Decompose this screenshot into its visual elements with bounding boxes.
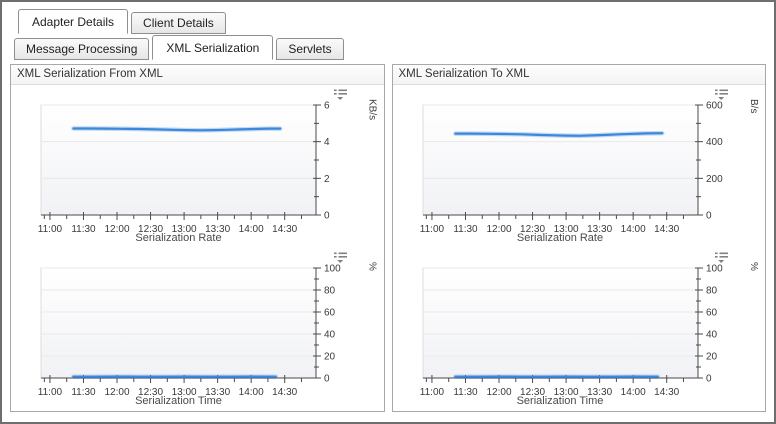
y-axis-label: % [366, 262, 378, 271]
svg-text:14:30: 14:30 [272, 224, 297, 235]
chart-canvas: 0 2 4 6 11:00 11:30 12:00 12:30 13:00 13:30 14:00 1… [38, 101, 330, 236]
svg-text:12:30: 12:30 [138, 224, 163, 235]
svg-text:40: 40 [324, 330, 336, 341]
chart-canvas: 0 20 40 60 80 100 11:00 11:30 12:00 12:30 13:00 13:… [419, 264, 723, 399]
panel-to-xml: XML Serialization To XML 0 200 400 600 11:00… [391, 64, 766, 412]
svg-text:14:00: 14:00 [620, 224, 645, 235]
y-axis-label: % [748, 262, 759, 271]
svg-text:13:00: 13:00 [172, 224, 197, 235]
svg-text:12:30: 12:30 [138, 387, 163, 398]
svg-text:11:00: 11:00 [419, 224, 444, 235]
svg-text:11:30: 11:30 [71, 224, 96, 235]
svg-text:13:30: 13:30 [587, 224, 612, 235]
series-line [453, 132, 663, 137]
chart-to-xml-serialization-time: 0 20 40 60 80 100 11:00 11:30 12:00 12:30 13:00 13:… [393, 248, 766, 411]
svg-text:13:00: 13:00 [553, 387, 578, 398]
tab-client-details[interactable]: Client Details [131, 12, 226, 34]
series-line [72, 127, 282, 132]
svg-text:13:30: 13:30 [587, 387, 612, 398]
svg-text:4: 4 [324, 137, 330, 148]
chart-options-icon[interactable] [715, 88, 729, 100]
svg-text:200: 200 [706, 174, 723, 185]
svg-text:12:30: 12:30 [520, 224, 545, 235]
svg-text:11:00: 11:00 [419, 387, 444, 398]
panel-title: XML Serialization From XML [11, 65, 384, 85]
svg-text:11:30: 11:30 [453, 387, 478, 398]
svg-text:13:00: 13:00 [553, 224, 578, 235]
primary-tab-bar: Adapter Details Client Details [18, 9, 774, 34]
legend-list-icon [715, 89, 728, 100]
chart-from-xml-serialization-time: 0 20 40 60 80 100 11:00 11:30 12:00 12:30 13:00 13:… [11, 248, 384, 411]
panel-title: XML Serialization To XML [392, 65, 765, 85]
svg-text:0: 0 [324, 211, 330, 222]
legend-list-icon [333, 252, 347, 263]
svg-text:12:30: 12:30 [520, 387, 545, 398]
panels-container: XML Serialization From XML 0 2 4 6 11:00 11:3… [10, 64, 766, 412]
svg-text:60: 60 [706, 308, 718, 319]
plot-area [40, 267, 317, 379]
svg-text:14:30: 14:30 [654, 387, 679, 398]
plot-area [40, 104, 317, 216]
svg-text:80: 80 [706, 286, 718, 297]
chart-title: Serialization Time [135, 395, 222, 407]
svg-text:600: 600 [706, 101, 723, 112]
svg-text:400: 400 [706, 137, 723, 148]
chart-canvas: 0 20 40 60 80 100 11:00 11:30 12:00 12:30 13:00 13:… [38, 264, 341, 399]
svg-text:2: 2 [324, 174, 330, 185]
tab-servlets[interactable]: Servlets [276, 38, 344, 60]
svg-text:14:00: 14:00 [239, 387, 264, 398]
tab-xml-serialization[interactable]: XML Serialization [152, 35, 274, 60]
svg-text:14:30: 14:30 [654, 224, 679, 235]
plot-area [422, 267, 698, 379]
chart-canvas: 0 200 400 600 11:00 11:30 12:00 12:30 13:00 13:30… [419, 101, 723, 236]
svg-text:12:00: 12:00 [105, 387, 130, 398]
secondary-tab-bar: Message Processing XML Serialization Ser… [14, 35, 774, 60]
legend-list-icon [333, 89, 347, 100]
svg-text:12:00: 12:00 [486, 387, 511, 398]
svg-text:14:00: 14:00 [239, 224, 264, 235]
svg-text:13:00: 13:00 [172, 387, 197, 398]
svg-text:0: 0 [324, 374, 330, 385]
svg-text:0: 0 [706, 374, 712, 385]
svg-text:20: 20 [706, 352, 718, 363]
svg-text:0: 0 [706, 211, 712, 222]
svg-text:80: 80 [324, 286, 336, 297]
svg-text:12:00: 12:00 [486, 224, 511, 235]
chart-title: Serialization Rate [135, 232, 222, 244]
chart-title: Serialization Time [516, 395, 604, 407]
chart-title: Serialization Rate [516, 232, 604, 244]
svg-text:13:30: 13:30 [205, 387, 230, 398]
svg-text:14:30: 14:30 [272, 387, 297, 398]
svg-text:11:30: 11:30 [71, 387, 96, 398]
legend-list-icon [715, 252, 728, 263]
svg-text:40: 40 [706, 330, 718, 341]
svg-text:14:00: 14:00 [620, 387, 645, 398]
svg-text:11:30: 11:30 [453, 224, 478, 235]
svg-text:11:00: 11:00 [38, 224, 63, 235]
svg-text:11:00: 11:00 [38, 387, 63, 398]
svg-text:13:30: 13:30 [205, 224, 230, 235]
svg-text:100: 100 [706, 264, 723, 275]
chart-options-icon[interactable] [333, 251, 348, 263]
plot-area [422, 104, 698, 216]
chart-options-icon[interactable] [333, 88, 348, 100]
chart-options-icon[interactable] [715, 251, 729, 263]
svg-text:100: 100 [324, 264, 341, 275]
y-axis-label: KB/s [366, 99, 378, 121]
tab-adapter-details[interactable]: Adapter Details [18, 9, 129, 34]
chart-from-xml-serialization-rate: 0 2 4 6 11:00 11:30 12:00 12:30 13:00 13:30 14:00 1… [11, 85, 384, 248]
svg-text:20: 20 [324, 352, 336, 363]
svg-text:12:00: 12:00 [105, 224, 130, 235]
tab-message-processing[interactable]: Message Processing [14, 38, 150, 60]
chart-to-xml-serialization-rate: 0 200 400 600 11:00 11:30 12:00 12:30 13:00 13:30… [393, 85, 766, 248]
svg-text:6: 6 [324, 101, 330, 112]
svg-text:60: 60 [324, 308, 336, 319]
y-axis-label: B/s [748, 99, 759, 114]
panel-from-xml: XML Serialization From XML 0 2 4 6 11:00 11:3… [10, 64, 385, 412]
